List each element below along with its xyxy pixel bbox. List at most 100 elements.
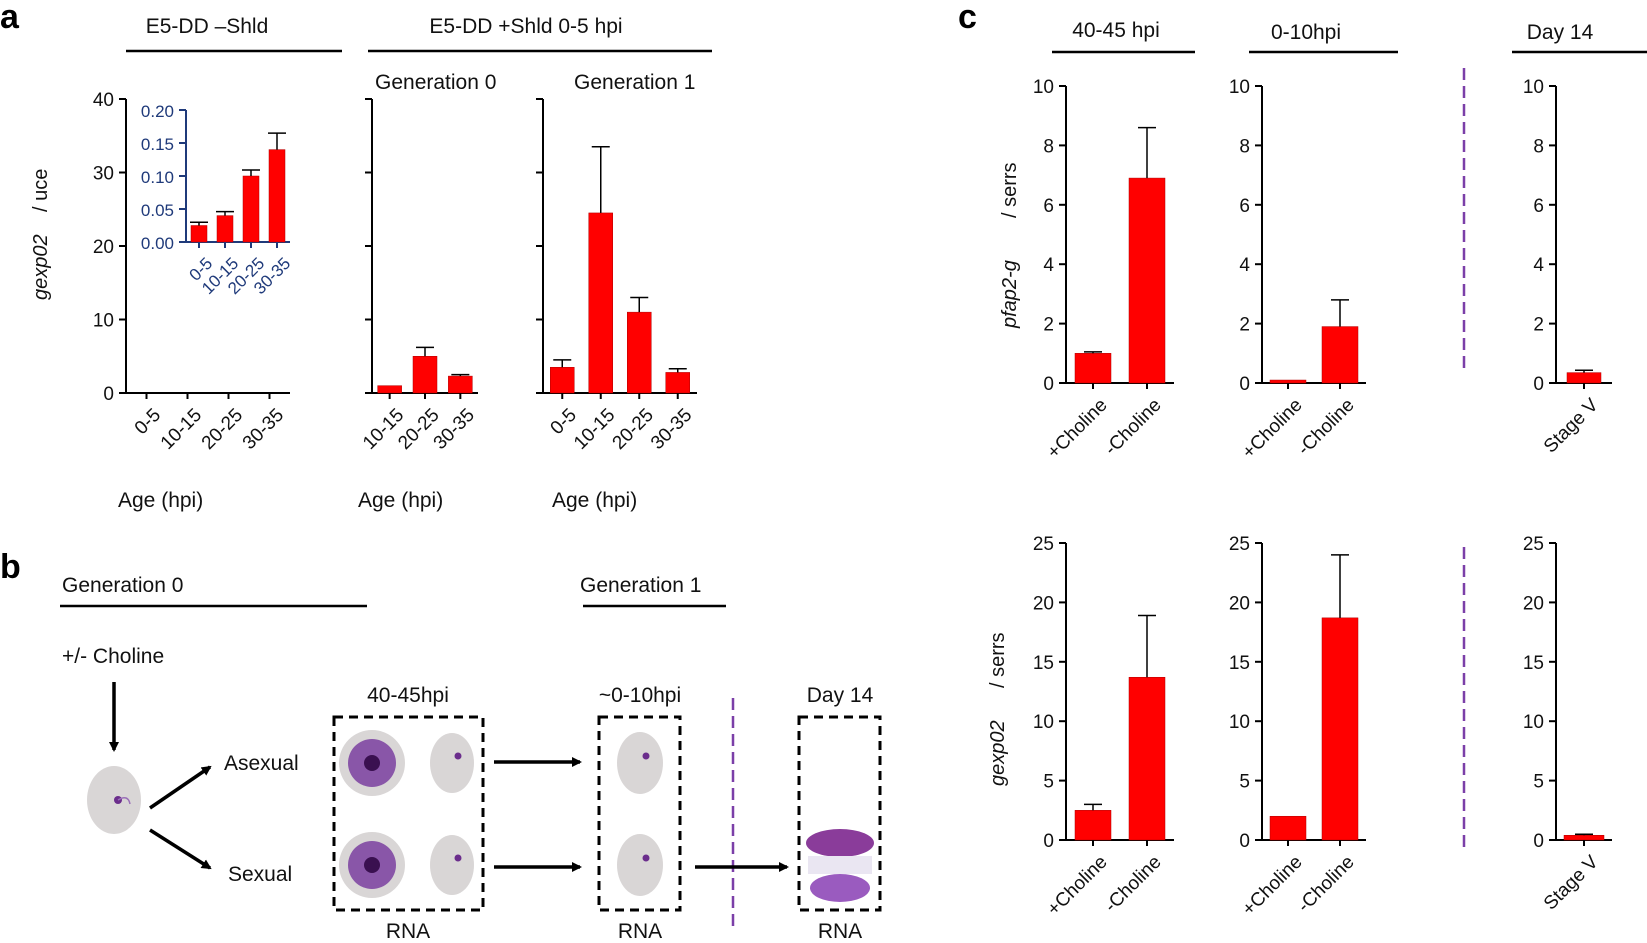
x-tick-label: +Choline — [1043, 852, 1111, 920]
y-tick-label: 10 — [1229, 712, 1250, 733]
x-tick-label: 20-25 — [609, 405, 658, 454]
panel-b-box2-rna: RNA — [618, 920, 662, 943]
y-tick-label: 10 — [1033, 77, 1054, 98]
panel-a-gen1-title: Generation 1 — [574, 71, 695, 94]
bar — [665, 372, 690, 394]
y-tick-label: 2 — [1239, 315, 1250, 336]
y-tick-label: 10 — [1523, 712, 1544, 733]
panel-a-xlabel-2: Age (hpi) — [358, 489, 443, 512]
panel-b-schizont-bottom — [339, 832, 405, 898]
y-tick-label: 0 — [1043, 831, 1054, 852]
panel-b: Generation 0 Generation 1 +/- Choline As… — [60, 574, 882, 943]
bar — [627, 311, 652, 394]
x-tick-label: 30-35 — [239, 405, 288, 454]
x-tick-label: -Choline — [1101, 852, 1166, 917]
bar — [1074, 810, 1112, 841]
x-tick-label: -Choline — [1294, 852, 1359, 917]
bar — [190, 225, 208, 243]
y-tick-label: 5 — [1533, 772, 1544, 793]
y-tick-label: 20 — [1229, 593, 1250, 614]
y-tick-label: 4 — [1533, 255, 1544, 276]
panel-b-box2-ring-bottom — [617, 834, 663, 896]
bar — [216, 215, 234, 243]
panel-b-schizont-top — [339, 730, 405, 796]
bar — [1566, 372, 1602, 384]
panel-a-letter: a — [0, 0, 20, 36]
y-tick-label: 4 — [1239, 255, 1250, 276]
panel-a-gen0-title: Generation 0 — [375, 71, 496, 94]
y-tick-label: 0 — [1239, 374, 1250, 395]
y-tick-label: 0 — [1533, 374, 1544, 395]
y-tick-label: 15 — [1523, 653, 1544, 674]
panel-b-box3 — [797, 715, 882, 912]
y-tick-label: 6 — [1533, 196, 1544, 217]
y-tick-label: 10 — [1229, 77, 1250, 98]
x-tick-label: 0-5 — [131, 405, 165, 439]
y-tick-label: 10 — [93, 311, 114, 332]
bar — [1269, 379, 1307, 384]
bar — [1269, 815, 1307, 841]
panel-a-header-right: E5-DD +Shld 0-5 hpi — [429, 15, 622, 38]
panel-b-asexual-label: Asexual — [224, 752, 299, 775]
panel-a-ylabel-ref: / uce — [30, 169, 52, 212]
y-tick-label: 6 — [1043, 196, 1054, 217]
x-tick-label: 20-25 — [198, 405, 247, 454]
x-tick-label: +Choline — [1238, 852, 1306, 920]
panel-c-col3-header: Day 14 — [1527, 21, 1594, 44]
bar — [1563, 834, 1605, 841]
x-tick-label: Stage V — [1540, 852, 1603, 915]
x-tick-label: 10-15 — [570, 405, 619, 454]
panel-b-gen0-label: Generation 0 — [62, 574, 183, 597]
y-tick-label: 2 — [1533, 315, 1544, 336]
panel-b-treatment-label: +/- Choline — [62, 645, 164, 668]
y-tick-label: 10 — [1033, 712, 1054, 733]
y-tick-label: 25 — [1229, 534, 1250, 555]
y-tick-label: 6 — [1239, 196, 1250, 217]
x-tick-label: 30-35 — [430, 405, 479, 454]
y-tick-label: 5 — [1239, 772, 1250, 793]
panel-b-sexual-label: Sexual — [228, 863, 292, 886]
panel-b-asexual-arrow — [149, 765, 212, 810]
panel-a-header-left: E5-DD –Shld — [146, 15, 269, 38]
x-tick-label: +Choline — [1043, 395, 1111, 463]
panel-b-box1-title: 40-45hpi — [367, 684, 449, 707]
panel-b-sexual-arrow — [149, 828, 212, 870]
panel-c-col1-header: 40-45 hpi — [1072, 19, 1160, 42]
y-tick-label: 15 — [1229, 653, 1250, 674]
bar — [242, 175, 260, 243]
panel-b-letter: b — [0, 548, 21, 586]
chart-c_ap2g_010: 0 2 4 6 8 10 +Choline-Choline — [1229, 77, 1366, 463]
y-tick-label: 25 — [1033, 534, 1054, 555]
panel-c-letter: c — [958, 0, 977, 36]
y-tick-label: 0.10 — [141, 168, 174, 187]
panel-b-gametocyte — [806, 829, 874, 902]
panel-b-start-cell — [87, 766, 141, 834]
x-tick-label: -Choline — [1101, 395, 1166, 460]
x-tick-label: +Choline — [1238, 395, 1306, 463]
y-tick-label: 5 — [1043, 772, 1054, 793]
bar — [1128, 676, 1166, 841]
y-tick-label: 30 — [93, 164, 114, 185]
bar — [448, 375, 473, 394]
bar — [1321, 326, 1359, 384]
chart-c_gexp_d14: 0 5 10 15 20 25 Stage V — [1523, 534, 1612, 914]
y-tick-label: 0.00 — [141, 234, 174, 253]
chart-c_gexp_010: 0 5 10 15 20 25 +Choline-Choline — [1229, 534, 1366, 920]
y-tick-label: 0.15 — [141, 135, 174, 154]
bar — [268, 149, 286, 243]
panel-c-row2-ylabel-ref: / serrs — [987, 632, 1009, 688]
bar — [1074, 353, 1112, 384]
panel-a-xlabel-1: Age (hpi) — [118, 489, 203, 512]
y-tick-label: 20 — [1033, 593, 1054, 614]
panel-a-ylabel-gene: gexp02 — [30, 234, 52, 300]
y-tick-label: 8 — [1043, 136, 1054, 157]
y-tick-label: 8 — [1239, 136, 1250, 157]
panel-b-box1 — [332, 715, 485, 912]
panel-b-box3-rna: RNA — [818, 920, 862, 943]
panel-c-col2-header: 0-10hpi — [1271, 21, 1341, 44]
x-tick-label: 10-15 — [157, 405, 206, 454]
panel-b-box2-ring-top — [617, 732, 663, 794]
